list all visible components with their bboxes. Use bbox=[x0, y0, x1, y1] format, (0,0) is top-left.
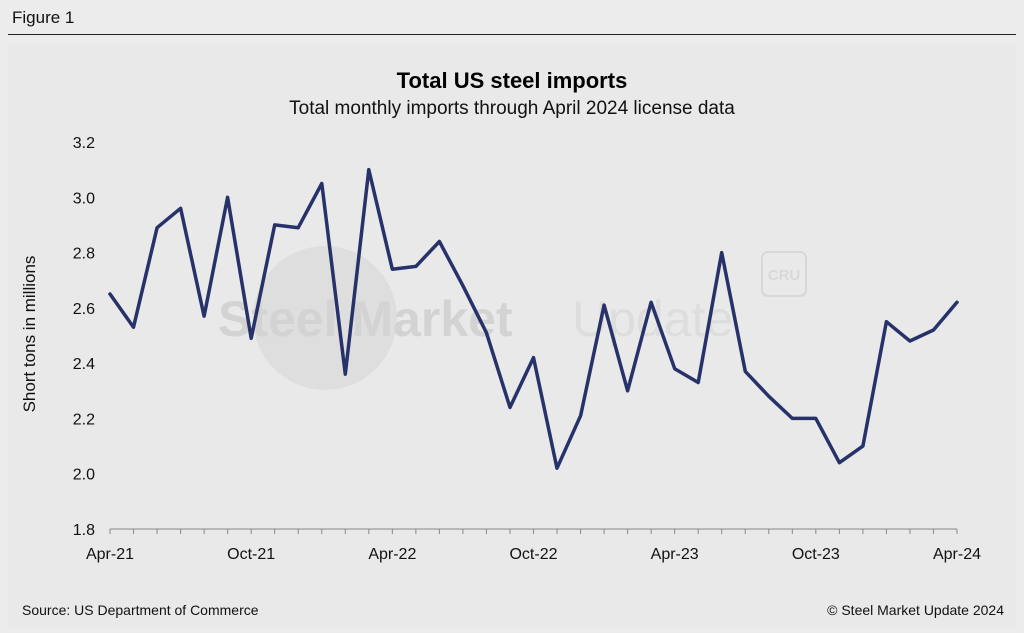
y-tick-label: 2.8 bbox=[73, 246, 95, 263]
y-tick-label: 2.0 bbox=[73, 467, 95, 484]
watermark-logo-circle bbox=[253, 246, 397, 390]
x-tick-label: Oct-22 bbox=[509, 546, 557, 563]
copyright-note: © Steel Market Update 2024 bbox=[827, 602, 1004, 618]
x-tick-label: Apr-24 bbox=[933, 546, 981, 563]
figure-label: Figure 1 bbox=[12, 8, 75, 27]
y-tick-label: 2.2 bbox=[73, 411, 95, 428]
watermark-brand-bold: Steel Market bbox=[218, 291, 513, 347]
x-tick-label: Oct-23 bbox=[792, 546, 840, 563]
y-axis: 1.8 2.0 2.2 2.4 2.6 2.8 3.0 3.2 bbox=[73, 135, 95, 539]
x-tick-label: Apr-21 bbox=[86, 546, 134, 563]
x-tick-label: Apr-23 bbox=[651, 546, 699, 563]
watermark-cru-logo: CRU bbox=[768, 267, 801, 284]
x-axis: Apr-21 Oct-21 Apr-22 Oct-22 Apr-23 Oct-23 Apr-… bbox=[86, 528, 981, 563]
chart-panel bbox=[8, 44, 1016, 628]
x-tick-label: Apr-22 bbox=[368, 546, 416, 563]
y-tick-label: 2.6 bbox=[73, 301, 95, 318]
figure-divider bbox=[8, 34, 1016, 35]
watermark-cru-box bbox=[761, 251, 807, 297]
source-note: Source: US Department of Commerce bbox=[22, 602, 259, 618]
chart-subtitle: Total monthly imports through April 2024… bbox=[289, 98, 735, 119]
chart-title: Total US steel imports bbox=[396, 68, 628, 93]
series-line bbox=[108, 167, 959, 470]
x-tick-label: Oct-21 bbox=[227, 546, 275, 563]
y-axis-label: Short tons in millions bbox=[20, 255, 39, 413]
y-tick-label: 3.2 bbox=[73, 135, 95, 152]
y-tick-label: 2.4 bbox=[73, 356, 95, 373]
y-tick-label: 1.8 bbox=[73, 522, 95, 539]
series-group bbox=[108, 167, 959, 470]
y-tick-label: 3.0 bbox=[73, 190, 95, 207]
